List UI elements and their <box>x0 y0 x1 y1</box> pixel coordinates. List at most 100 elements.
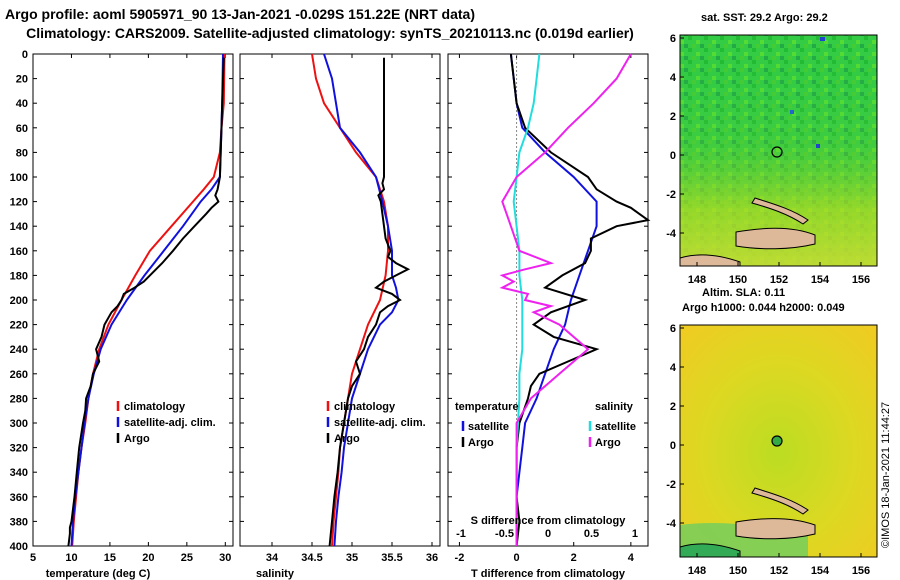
x-tick-label: 30 <box>219 552 231 564</box>
copyright-footer: ©IMOS 18-Jan-2021 11:44:27 <box>880 401 892 548</box>
sla-map-land <box>751 487 809 515</box>
depth-tick-label: 100 <box>10 172 28 184</box>
x-tick-label: 35 <box>346 552 358 564</box>
panel-frame <box>32 53 234 547</box>
sst-map <box>679 34 878 267</box>
legend-title-salinity: salinity <box>595 401 634 413</box>
sst-map-land <box>679 254 741 267</box>
s-diff-tick-label: -0.5 <box>495 528 514 540</box>
sla-map-land <box>679 543 741 558</box>
x-tick-label: 34.5 <box>301 552 322 564</box>
s-diff-tick-label: -1 <box>456 528 466 540</box>
x-tick-label: 36 <box>426 552 438 564</box>
sst-map-warm-overlay <box>680 35 877 266</box>
depth-tick-label: 0 <box>22 49 28 61</box>
map-lat-label: -4 <box>666 228 677 240</box>
s-diff-tick-label: 1 <box>632 528 638 540</box>
series-line-argo <box>67 57 225 547</box>
legend-label: satellite-adj. clim. <box>334 417 426 429</box>
sla-map-title-1: Altim. SLA: 0.11 <box>702 287 786 299</box>
map-lat-label: 0 <box>670 150 676 162</box>
depth-tick-label: 260 <box>10 369 28 381</box>
x-tick-label: 2 <box>571 552 577 564</box>
sst-map-cold-pixel <box>790 110 794 114</box>
legend-label: Argo <box>124 433 150 445</box>
sla-map <box>679 324 878 558</box>
depth-tick-label: 240 <box>10 344 28 356</box>
map-lon-label: 150 <box>729 274 747 286</box>
s-diff-axis-label: S difference from climatology <box>471 515 627 527</box>
map-lon-label: 156 <box>852 565 870 577</box>
series-line-t-satellite <box>509 53 598 546</box>
depth-tick-label: 120 <box>10 197 28 209</box>
panel-difference: -2 0 2 4T difference from climatology <box>447 53 649 580</box>
legend-label: satellite-adj. clim. <box>124 417 216 429</box>
map-lat-label: 4 <box>670 362 677 374</box>
sla-map-land <box>735 518 816 540</box>
legend-label: climatology <box>334 401 396 413</box>
depth-tick-label: 360 <box>10 492 28 504</box>
legend-label: satellite <box>595 421 636 433</box>
sla-argo-position-marker <box>771 435 783 447</box>
panel-temperature: 0 20 40 60 80 100 120 140 160 180 200 220 240 260 280 3… <box>10 49 234 580</box>
map-lon-label: 154 <box>811 274 830 286</box>
panel-salinity: 34 34.5 35 35.5 36 salinity <box>239 53 441 580</box>
sst-map-land <box>735 227 816 250</box>
map-lat-label: -4 <box>666 518 677 530</box>
depth-tick-label: 60 <box>16 123 28 135</box>
legend-label: Argo <box>334 433 360 445</box>
series-line-t-argo <box>509 53 651 547</box>
x-tick-label: 0 <box>514 552 520 564</box>
x-tick-label: 15 <box>104 552 116 564</box>
x-tick-label: 25 <box>181 552 193 564</box>
x-axis-label: T difference from climatology <box>471 568 626 580</box>
x-tick-label: 35.5 <box>381 552 402 564</box>
map-lat-label: 2 <box>670 401 676 413</box>
map-lon-label: 148 <box>688 274 706 286</box>
depth-tick-label: 400 <box>10 541 28 553</box>
x-tick-label: -2 <box>455 552 465 564</box>
sst-argo-position-marker <box>771 146 783 158</box>
depth-tick-label: 180 <box>10 270 28 282</box>
depth-tick-label: 140 <box>10 221 28 233</box>
x-tick-label: 5 <box>30 552 36 564</box>
depth-tick-label: 160 <box>10 246 28 258</box>
depth-tick-label: 380 <box>10 516 28 528</box>
map-lon-label: 152 <box>770 274 788 286</box>
x-tick-label: 10 <box>65 552 77 564</box>
legend-label: Argo <box>595 437 621 449</box>
depth-tick-label: 220 <box>10 320 28 332</box>
map-lon-label: 156 <box>852 274 870 286</box>
map-lat-label: 6 <box>670 33 676 45</box>
map-lat-label: 6 <box>670 323 676 335</box>
x-axis-label: salinity <box>256 568 295 580</box>
sla-map-title-2: Argo h1000: 0.044 h2000: 0.049 <box>682 302 845 314</box>
panel-frame <box>447 53 649 547</box>
depth-tick-label: 320 <box>10 443 28 455</box>
legend-label: satellite <box>468 421 509 433</box>
series-line-argo <box>328 57 411 547</box>
map-lon-label: 154 <box>811 565 830 577</box>
x-tick-label: 4 <box>628 552 635 564</box>
map-lon-label: 152 <box>770 565 788 577</box>
s-diff-tick-label: 0 <box>545 528 551 540</box>
x-tick-label: 20 <box>142 552 154 564</box>
map-lat-label: -2 <box>666 189 676 201</box>
sst-map-land <box>751 197 809 225</box>
s-diff-tick-label: 0.5 <box>584 528 599 540</box>
sst-map-title: sat. SST: 29.2 Argo: 29.2 <box>701 12 828 24</box>
depth-tick-label: 200 <box>10 295 28 307</box>
series-line-s-argo <box>499 53 632 546</box>
title-line-1: Argo profile: aoml 5905971_90 13-Jan-202… <box>5 6 475 22</box>
x-tick-label: 34 <box>266 552 279 564</box>
legend-label: Argo <box>468 437 494 449</box>
sst-map-cold-pixel <box>820 37 825 41</box>
map-lat-label: -2 <box>666 479 676 491</box>
depth-tick-label: 340 <box>10 467 28 479</box>
legend-title-temperature: temperature <box>455 401 519 413</box>
map-lat-label: 2 <box>670 111 676 123</box>
map-lon-label: 150 <box>729 565 747 577</box>
map-lat-label: 0 <box>670 440 676 452</box>
depth-tick-label: 300 <box>10 418 28 430</box>
